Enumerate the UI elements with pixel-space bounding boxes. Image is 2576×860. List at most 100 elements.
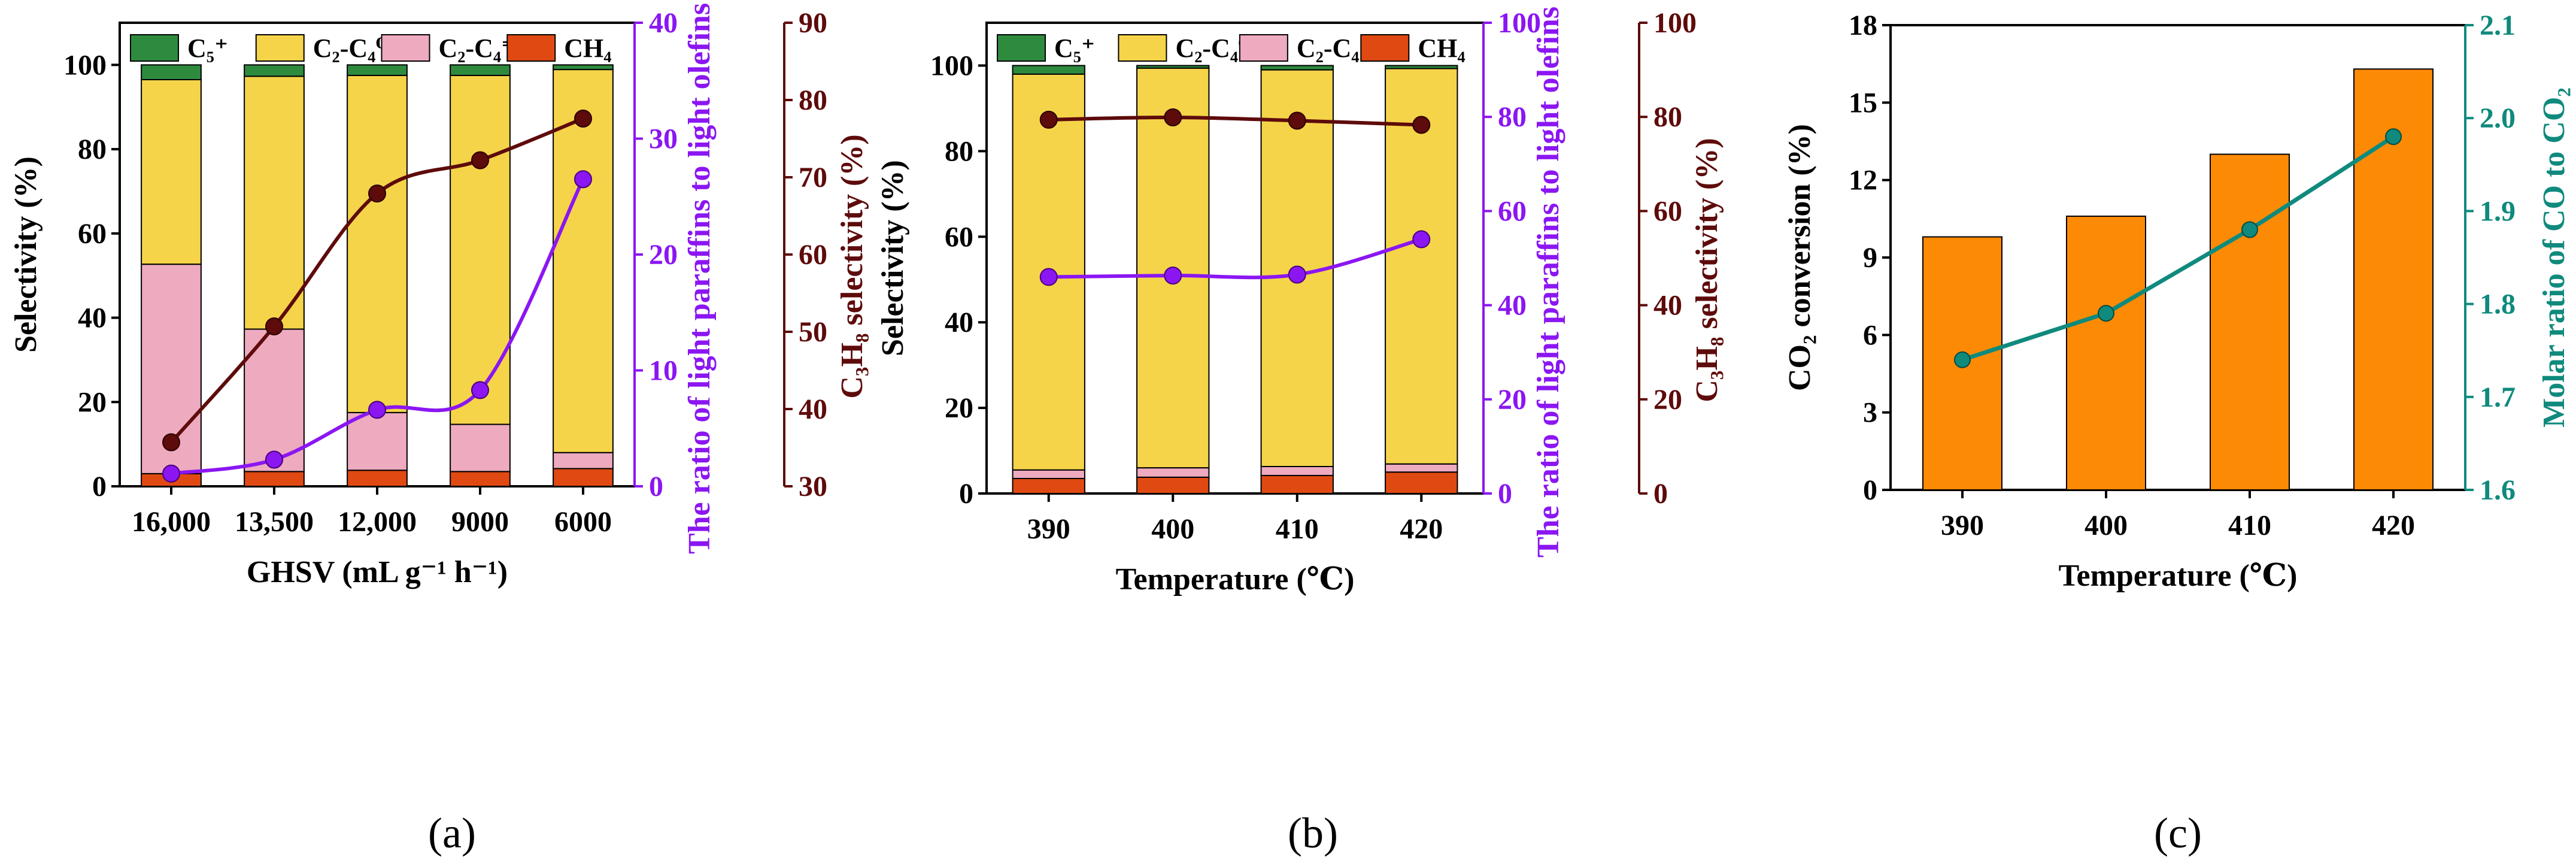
bar-segment-c2-c4-0 [141,78,202,265]
c3h8-point [1164,108,1182,126]
ratio-line [1048,237,1422,280]
y2-tick-label: 1.6 [2480,474,2516,506]
y2-tick-label: 40 [1498,290,1527,322]
bar-segment-c2-c4- [450,423,511,473]
c3h8-line [169,117,584,444]
bar-segment-c5- [1012,65,1085,75]
y1-tick-label: 0 [1863,474,1877,506]
y3-tick-label: 80 [1653,101,1682,133]
c3h8-point [162,433,180,452]
y1-tick-label: 18 [1849,10,1877,41]
y3-tick-label: 50 [799,316,827,348]
y1-tick-label: 12 [1849,165,1877,196]
y-axis-title: Selectivity (%) [9,156,43,353]
y-axis-title: CO₂ conversion (%) [1783,124,1817,391]
bar-segment-c5- [141,64,202,80]
panel-label: (b) [1288,809,1338,857]
legend-swatch [997,34,1046,62]
y1-tick-label: 80 [945,135,973,167]
ratio-point [574,170,592,189]
co-ratio-point [2241,221,2258,238]
y3-tick-label: 0 [1653,478,1668,510]
ratio-point [1164,267,1182,285]
x-tick-label: 400 [2085,510,2128,541]
y1-tick-label: 40 [945,307,973,338]
y3-tick-label: 40 [799,393,827,425]
x-tick-label: 410 [1276,513,1319,545]
bar-segment-c5- [1136,65,1210,69]
x-axis-title: Temperature (℃) [1116,562,1355,596]
legend-swatch [1118,34,1167,62]
bar-segment-c5- [1260,65,1334,71]
y3-axis-title: C₃H₈ selectivity (%) [835,134,869,398]
bar-segment-c2-c4-0 [347,74,408,413]
bar-segment-ch4 [347,470,408,487]
y1-tick-label: 3 [1863,397,1877,429]
x-axis-title: Temperature (℃) [2059,559,2298,593]
y3-tick-label: 60 [1653,195,1682,227]
ratio-point [471,381,489,399]
legend-swatch [506,34,556,62]
y3-tick-label: 70 [799,162,827,193]
bar-segment-ch4 [1136,476,1210,495]
y2-tick-label: 30 [649,123,678,155]
ratio-point [1039,268,1058,286]
y1-tick-label: 60 [945,221,973,253]
bar-segment-ch4 [1260,474,1334,494]
bar-segment-c2-c4- [1012,469,1085,479]
co-ratio-line [1961,135,2395,362]
c3h8-point [1288,111,1306,130]
x-tick-label: 390 [1027,513,1070,545]
ratio-point [265,450,283,469]
bar-segment-ch4 [1012,477,1085,494]
y1-tick-label: 20 [945,392,973,424]
legend-swatch [255,34,305,62]
x-axis-title: GHSV (mL g⁻¹ h⁻¹) [247,555,508,589]
ratio-point [1288,265,1306,284]
bar-segment-c5- [450,64,511,76]
ratio-point [1412,230,1431,249]
y3-tick-label: 30 [799,471,827,502]
ratio-point [162,464,180,483]
y2-tick-label: 2.1 [2480,10,2516,41]
y2-tick-label: 1.7 [2480,381,2516,413]
y1-tick-label: 20 [78,386,107,418]
x-tick-label: 390 [1941,510,1984,541]
y2-tick-label: 0 [649,471,663,502]
x-tick-label: 12,000 [338,506,417,538]
bar-segment-ch4 [1385,471,1458,494]
bar-segment-c5- [244,64,305,77]
y2-axis-title: The ratio of light paraffins to light ol… [1531,7,1565,558]
y3-tick-label: 40 [1653,290,1682,322]
co2-conversion-bar [2066,216,2146,490]
y2-tick-label: 80 [1498,101,1527,133]
y1-tick-label: 6 [1863,319,1877,351]
panel-label: (c) [2154,809,2202,857]
y2-tick-label: 20 [1498,384,1527,416]
y2-tick-label: 0 [1498,478,1512,510]
bar-segment-c5- [1385,65,1458,69]
c3h8-point [1412,116,1431,134]
y2-axis-title: The ratio of light paraffins to light ol… [682,3,717,554]
bar-segment-c2-c4- [553,452,614,470]
y2-tick-label: 10 [649,355,678,387]
x-tick-label: 13,500 [235,506,314,538]
legend-swatch [130,34,179,62]
legend-label: C₂-C₄⁰ [1175,34,1249,63]
bar-segment-c2-c4-0 [244,75,305,330]
c3h8-point [265,317,283,335]
c3h8-point [1039,110,1058,129]
legend-swatch [381,34,430,62]
co-ratio-point [1954,351,1971,368]
y1-tick-label: 100 [63,49,107,81]
y2-axis-title: Molar ratio of CO to CO₂ [2537,87,2571,428]
y1-tick-label: 100 [930,50,973,81]
x-tick-label: 16,000 [132,506,211,538]
y-axis-title: Selectivity (%) [876,160,910,356]
y2-tick-label: 2.0 [2480,102,2516,134]
y3-tick-label: 80 [799,84,827,116]
panel-c: 0 3 6 9 12 15 18 CO₂ conversion (%) 390 400 410 420… [1783,10,2571,857]
legend-label: CH₄ [564,34,611,63]
